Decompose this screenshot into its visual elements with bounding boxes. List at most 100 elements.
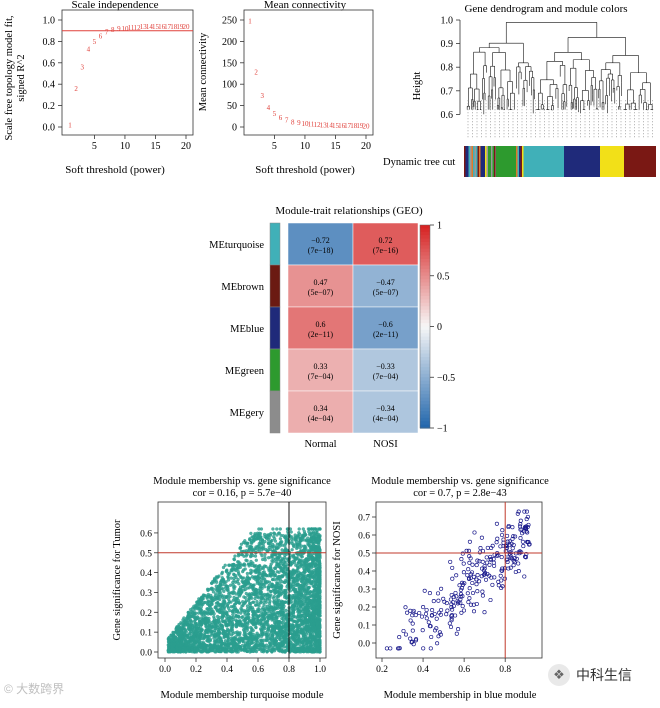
- scatter-point: [264, 553, 267, 556]
- scatter-point: [234, 555, 237, 558]
- scatter-point: [312, 609, 315, 612]
- scatter-point: [277, 595, 280, 598]
- scatter-point: [268, 546, 271, 549]
- turquoise-scatter-points: [167, 528, 322, 654]
- scatter-point: [232, 599, 235, 602]
- scatter-point: [268, 644, 271, 647]
- scatter-point: [309, 645, 312, 648]
- scatter-point: [313, 571, 316, 574]
- scatter-point: [191, 650, 194, 653]
- scatter-point: [250, 583, 253, 586]
- scatter-point: [273, 630, 276, 633]
- scatter-point: [297, 591, 300, 594]
- scatter-point: [260, 619, 263, 622]
- scatter-point: [304, 592, 307, 595]
- scatter-point: [276, 636, 279, 639]
- scatter-point: [286, 549, 289, 552]
- y-tick-label: 250: [222, 16, 237, 27]
- scatter-point: [315, 642, 318, 645]
- scatter-point: [269, 634, 272, 637]
- scatter-point: [236, 621, 239, 624]
- scatter-point: [251, 635, 254, 638]
- scatter-point: [264, 649, 267, 652]
- scatter-point: [312, 619, 315, 622]
- scatter-point: [249, 532, 252, 535]
- scatter-point: [276, 625, 279, 628]
- scatter-point: [267, 574, 270, 577]
- scatter-point: [317, 614, 320, 617]
- scatter-point: [228, 564, 231, 567]
- scatter-point: [206, 650, 209, 653]
- scatter-point: [237, 578, 240, 581]
- scatter-point: [256, 600, 259, 603]
- scatter-point: [262, 571, 265, 574]
- scatter-point: [237, 567, 240, 570]
- scatter-point: [253, 534, 256, 537]
- scatter-point: [302, 650, 305, 653]
- scatter-point: [206, 607, 209, 610]
- scatter-point: [222, 566, 225, 569]
- scatter-point: [261, 632, 264, 635]
- scatter-point: [303, 597, 306, 600]
- scatter-point: [274, 607, 277, 610]
- scatter-point: [316, 648, 319, 651]
- scatter-point: [291, 637, 294, 640]
- scatter-point: [199, 610, 202, 613]
- module-color-stripe: [521, 146, 523, 177]
- scale-independence-ylabel-line1: Scale free topology model fit,: [4, 15, 15, 140]
- scatter-point: [237, 616, 240, 619]
- scatter-point: [212, 649, 215, 652]
- heatmap-cell-value: −0.47: [376, 278, 395, 287]
- mean-connectivity-xlabel: Soft threshold (power): [255, 164, 355, 176]
- scatter-point: [242, 619, 245, 622]
- scatter-point: [264, 556, 267, 559]
- scatter-point: [255, 538, 258, 541]
- x-tick-label: 20: [181, 141, 191, 152]
- scatter-point: [200, 616, 203, 619]
- scatter-point: [265, 581, 268, 584]
- scatter-point: [257, 528, 260, 531]
- heatmap-cell-pvalue: (4e−04): [308, 414, 334, 423]
- scatter-point: [313, 589, 316, 592]
- scatter-point: [268, 569, 271, 572]
- scatter-point: [267, 614, 270, 617]
- scatter-point: [318, 562, 321, 565]
- scatter-point: [225, 596, 228, 599]
- scatter-point: [292, 587, 295, 590]
- scatter-point: [257, 620, 260, 623]
- heatmap-cell-value: 0.34: [314, 404, 328, 413]
- blue-scatter-ylabel: Gene significance for NOSI: [332, 521, 343, 639]
- point-label: 3: [260, 92, 264, 100]
- scatter-point: [208, 645, 211, 648]
- scatter-point: [220, 639, 223, 642]
- dendrogram-title: Gene dendrogram and module colors: [464, 3, 627, 15]
- scatter-point: [286, 612, 289, 615]
- scatter-point: [259, 568, 262, 571]
- point-label: 7: [105, 28, 109, 36]
- scatter-point: [276, 543, 279, 546]
- scatter-point: [249, 631, 252, 634]
- point-label: 5: [273, 110, 277, 118]
- y-tick-label: 0.6: [43, 58, 56, 69]
- module-color-swatch: [270, 307, 280, 349]
- scatter-point: [298, 542, 301, 545]
- scatter-point: [303, 535, 306, 538]
- heatmap-title: Module-trait relationships (GEO): [275, 205, 423, 217]
- scatter-point: [234, 602, 237, 605]
- scatter-point: [225, 613, 228, 616]
- scatter-point: [263, 585, 266, 588]
- scatter-point: [282, 630, 285, 633]
- scatter-point: [294, 582, 297, 585]
- scatter-point: [204, 621, 207, 624]
- heatmap-row-label: MEbrown: [221, 282, 264, 293]
- scatter-point: [216, 633, 219, 636]
- scatter-point: [218, 598, 221, 601]
- point-label: 8: [291, 118, 295, 126]
- point-label: 3: [80, 64, 84, 72]
- scatter-point: [181, 627, 184, 630]
- scatter-point: [264, 621, 267, 624]
- scatter-point: [293, 650, 296, 653]
- scatter-point: [225, 616, 228, 619]
- scatter-point: [197, 617, 200, 620]
- scatter-point: [270, 650, 273, 653]
